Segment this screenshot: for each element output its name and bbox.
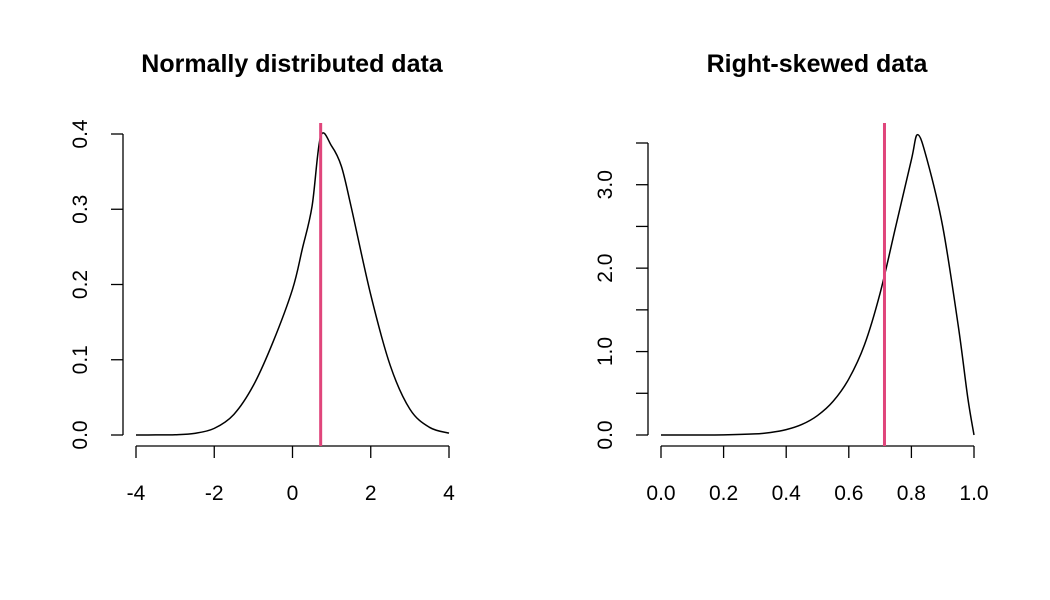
panel-right-skewed: Right-skewed data 0.0 0.2 0.4 0.6 0.8 1.0 0.0 1.… bbox=[594, 50, 989, 505]
y-tick-label: 0.1 bbox=[69, 345, 92, 374]
y-tick-label: 0.2 bbox=[69, 270, 92, 299]
panel-normal: Normally distributed data -4 -2 0 2 4 0.0 0.1 0.… bbox=[69, 50, 455, 505]
x-tick-label: 4 bbox=[443, 482, 455, 505]
x-tick-label: 2 bbox=[365, 482, 377, 505]
y-tick-label: 0.0 bbox=[69, 420, 92, 449]
y-tick-label: 0.3 bbox=[69, 195, 92, 224]
y-tick-label: 0.0 bbox=[594, 420, 617, 449]
x-tick-label: 0.4 bbox=[772, 482, 802, 505]
chart-title: Normally distributed data bbox=[141, 50, 444, 78]
y-tick-label: 1.0 bbox=[594, 337, 617, 366]
y-tick-label: 3.0 bbox=[594, 170, 617, 199]
x-tick-label: 0.0 bbox=[646, 482, 675, 505]
density-curve bbox=[660, 133, 975, 436]
x-tick-label: 0.2 bbox=[709, 482, 738, 505]
x-tick-label: 0.6 bbox=[834, 482, 863, 505]
x-tick-label: 0.8 bbox=[897, 482, 926, 505]
y-tick-label: 0.4 bbox=[69, 119, 92, 149]
x-tick-label: -4 bbox=[127, 482, 146, 505]
chart-title: Right-skewed data bbox=[707, 50, 929, 78]
x-tick-label: -2 bbox=[205, 482, 224, 505]
density-curve bbox=[135, 132, 450, 436]
x-tick-label: 0 bbox=[287, 482, 299, 505]
x-tick-label: 1.0 bbox=[959, 482, 988, 505]
y-tick-label: 2.0 bbox=[594, 254, 617, 283]
